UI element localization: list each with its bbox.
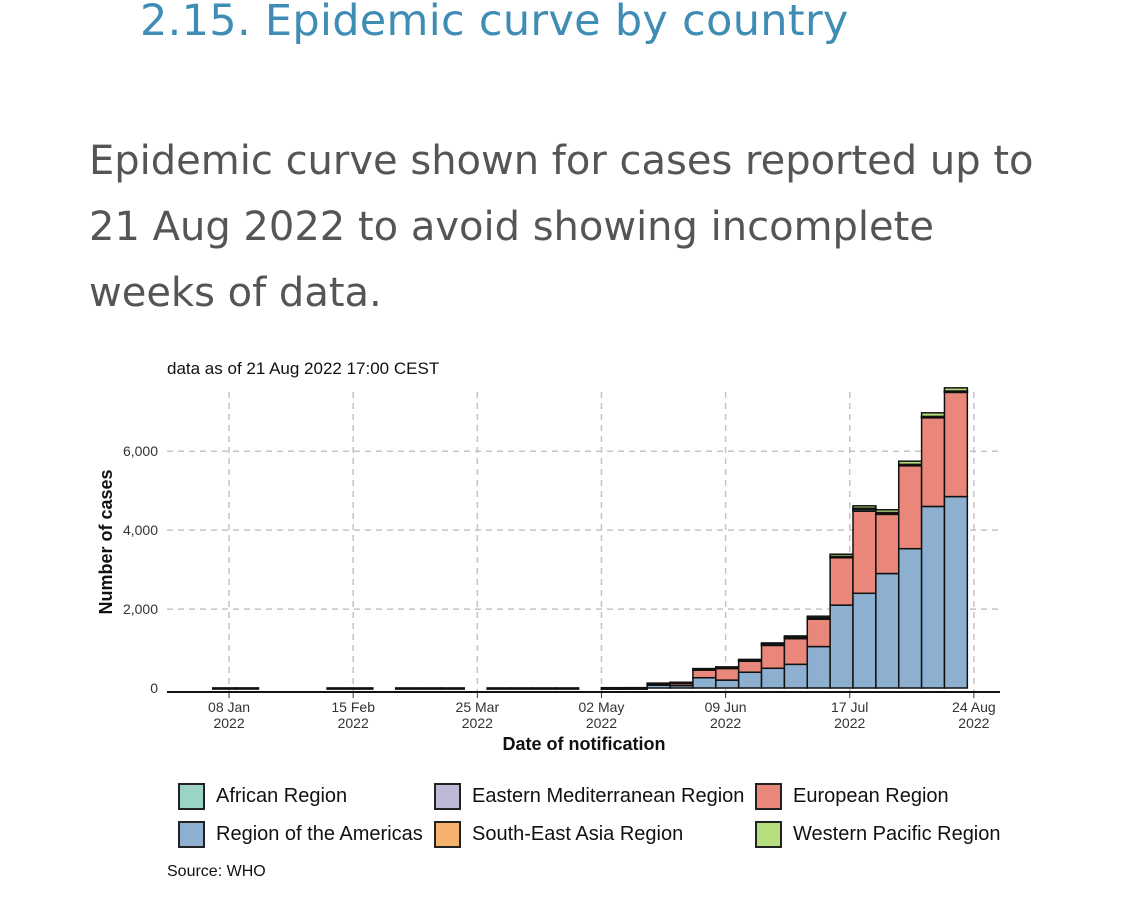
bar-segment: [600, 686, 626, 690]
x-tick-label-year: 2022: [834, 715, 865, 731]
chart-caption: data as of 21 Aug 2022 17:00 CEST: [167, 359, 440, 378]
section-title: 2.15. Epidemic curve by country: [140, 0, 849, 46]
x-tick-label: 17 Jul: [831, 699, 868, 715]
bar-segment: [783, 635, 809, 639]
legend-swatch-americas: [178, 820, 205, 848]
legend-label-european: European Region: [793, 784, 949, 807]
bar-segment: [715, 679, 740, 689]
bar-segment: [852, 510, 877, 595]
bar-segment: [852, 592, 877, 689]
bar-segment: [669, 681, 694, 685]
bar-segment: [211, 687, 237, 690]
x-tick-label-year: 2022: [213, 715, 244, 731]
bar-segment: [829, 557, 854, 606]
bar-segment: [554, 687, 580, 690]
bar-segment: [897, 465, 923, 550]
bar-segment: [486, 687, 511, 690]
bar-segment: [829, 553, 854, 558]
x-tick-label-year: 2022: [710, 715, 741, 731]
bar-segment: [783, 637, 809, 666]
bar-segment: [920, 412, 946, 418]
y-axis-title: Number of cases: [96, 469, 116, 614]
bar-segment: [349, 687, 374, 690]
bar-segment: [943, 387, 969, 392]
chart-source: Source: WHO: [167, 863, 266, 880]
bar-segment: [532, 687, 557, 690]
bar-segment: [920, 416, 946, 508]
bar-segment: [852, 505, 877, 509]
legend-label-western-pacific: Western Pacific Region: [793, 822, 1001, 845]
x-tick-label-year: 2022: [958, 715, 989, 731]
y-tick-label: 6,000: [123, 443, 158, 459]
x-tick-label: 25 Mar: [456, 699, 500, 715]
legend-item-western-pacific: Western Pacific Region: [755, 819, 1001, 849]
bar-segment: [943, 495, 969, 689]
legend-item-americas: Region of the Americas: [178, 819, 423, 849]
bar-segment: [692, 667, 717, 671]
bar-segment: [737, 658, 763, 662]
bar-segment: [394, 687, 420, 690]
x-tick-label-year: 2022: [338, 715, 369, 731]
bar-segment: [623, 686, 648, 690]
bar-segment: [806, 645, 831, 689]
legend-swatch-south-east-asia: [434, 820, 461, 848]
legend-item-african: African Region: [178, 781, 347, 811]
bar-segment: [715, 666, 740, 669]
bar-segment: [875, 509, 900, 514]
legend-item-european: European Region: [755, 781, 949, 811]
legend-swatch-european: [755, 782, 782, 810]
legend-label-eastern-mediterranean: Eastern Mediterranean Region: [472, 784, 745, 807]
y-tick-label: 4,000: [123, 522, 158, 538]
legend-label-african: African Region: [216, 784, 348, 807]
legend-item-south-east-asia: South-East Asia Region: [434, 819, 683, 849]
bar-segment: [715, 666, 740, 681]
intro-text: Epidemic curve shown for cases reported …: [89, 138, 1034, 316]
bar-segment: [897, 547, 923, 689]
x-tick-label: 02 May: [579, 699, 625, 715]
bar-segment: [875, 572, 900, 689]
bar-segment: [737, 671, 763, 689]
x-tick-label-year: 2022: [462, 715, 493, 731]
bar-segment: [509, 687, 534, 690]
x-tick-label: 08 Jan: [208, 699, 250, 715]
bar-segment: [234, 687, 260, 690]
bar-segment: [760, 642, 786, 645]
bar-segment: [692, 676, 717, 689]
bar-segment: [417, 687, 443, 690]
legend-label-south-east-asia: South-East Asia Region: [472, 822, 684, 845]
bar-segment: [806, 615, 831, 619]
bar-segment: [875, 513, 900, 575]
x-tick-label: 24 Aug: [952, 699, 996, 715]
legend-swatch-western-pacific: [755, 820, 782, 848]
bar-segment: [897, 460, 923, 466]
x-tick-label-year: 2022: [586, 715, 617, 731]
bar-segment: [829, 604, 854, 689]
bar-segment: [440, 687, 466, 690]
legend-swatch-african: [178, 782, 205, 810]
legend-item-eastern-mediterranean: Eastern Mediterranean Region: [434, 781, 744, 811]
legend-swatch-eastern-mediterranean: [434, 782, 461, 810]
bar-segment: [737, 659, 763, 673]
bar-layer: [211, 387, 969, 690]
x-tick-label: 15 Feb: [331, 699, 375, 715]
x-axis-title: Date of notification: [503, 734, 666, 754]
bar-segment: [646, 682, 671, 686]
x-tick-label: 09 Jun: [705, 699, 747, 715]
bar-segment: [326, 687, 351, 690]
y-tick-label: 0: [150, 680, 158, 696]
bar-segment: [806, 618, 831, 648]
bar-segment: [920, 505, 946, 689]
y-tick-label: 2,000: [123, 601, 158, 617]
bar-segment: [760, 643, 786, 670]
bar-segment: [760, 667, 786, 689]
bar-segment: [943, 391, 969, 498]
bar-segment: [783, 663, 809, 689]
legend-label-americas: Region of the Americas: [216, 822, 423, 845]
